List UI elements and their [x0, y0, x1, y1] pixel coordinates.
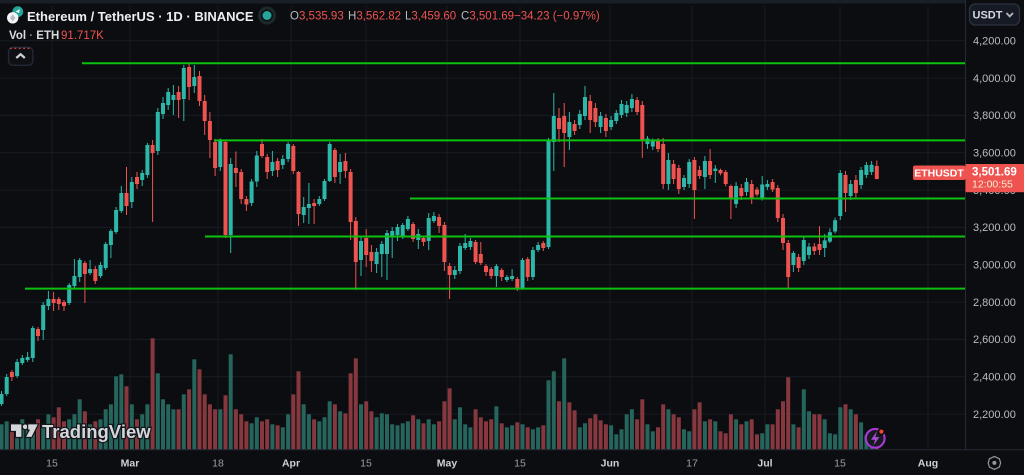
svg-text:12:00:55: 12:00:55: [972, 179, 1013, 191]
svg-text:Apr: Apr: [282, 457, 300, 469]
svg-text:3,200.00: 3,200.00: [973, 222, 1016, 234]
svg-text:ETHUSDT: ETHUSDT: [914, 167, 964, 179]
svg-text:3,800.00: 3,800.00: [973, 110, 1016, 122]
svg-text:3,600.00: 3,600.00: [973, 148, 1016, 160]
svg-text:Jun: Jun: [601, 457, 620, 469]
svg-text:Aug: Aug: [918, 457, 938, 469]
svg-text:L3,459.60: L3,459.60: [405, 11, 456, 23]
svg-text:3,501.69: 3,501.69: [972, 166, 1017, 178]
svg-text:4,000.00: 4,000.00: [973, 73, 1016, 85]
svg-text:May: May: [437, 457, 458, 469]
svg-text:USDT: USDT: [973, 10, 1003, 22]
svg-text:Mar: Mar: [121, 457, 140, 469]
svg-text:15: 15: [360, 457, 372, 469]
svg-text:91.717K: 91.717K: [61, 30, 104, 42]
svg-text:2,600.00: 2,600.00: [973, 334, 1016, 346]
svg-text:TradingView: TradingView: [42, 421, 151, 442]
svg-text:Jul: Jul: [757, 457, 772, 469]
svg-text:O3,535.93: O3,535.93: [290, 11, 344, 23]
svg-text:18: 18: [212, 457, 224, 469]
svg-text:2,400.00: 2,400.00: [973, 372, 1016, 384]
svg-text:3,000.00: 3,000.00: [973, 260, 1016, 272]
svg-text:15: 15: [834, 457, 846, 469]
svg-text:C3,501.69: C3,501.69: [461, 11, 514, 23]
svg-text:2,800.00: 2,800.00: [973, 297, 1016, 309]
svg-text:2,200.00: 2,200.00: [973, 409, 1016, 421]
svg-text:Ethereum / TetherUS · 1D · BIN: Ethereum / TetherUS · 1D · BINANCE: [27, 9, 254, 24]
svg-text:17: 17: [686, 457, 698, 469]
svg-text:4,200.00: 4,200.00: [973, 36, 1016, 48]
svg-text:H3,562.82: H3,562.82: [348, 11, 401, 23]
svg-text:15: 15: [46, 457, 58, 469]
svg-text:Vol · ETH: Vol · ETH: [9, 30, 59, 42]
svg-text:−34.23 (−0.97%): −34.23 (−0.97%): [514, 11, 600, 23]
svg-text:15: 15: [514, 457, 526, 469]
